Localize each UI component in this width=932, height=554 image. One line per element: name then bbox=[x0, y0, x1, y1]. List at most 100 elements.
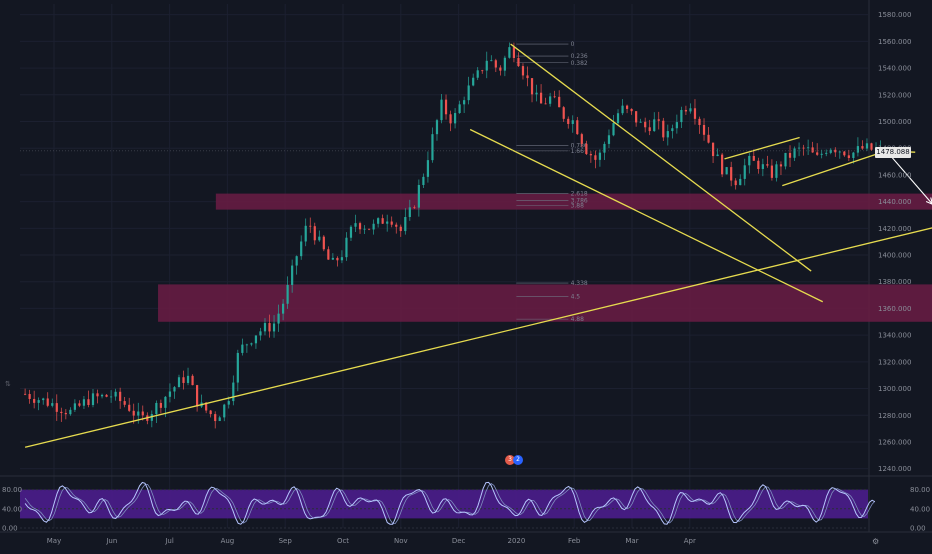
candle-body bbox=[499, 67, 502, 71]
candle-body bbox=[372, 223, 375, 230]
scroll-arrow-icon[interactable]: ⇅ bbox=[5, 380, 11, 388]
fib-label: 3.786 bbox=[571, 197, 588, 204]
candle-body bbox=[761, 164, 764, 169]
candle-body bbox=[272, 323, 276, 332]
candle-body bbox=[481, 70, 484, 72]
candle-body bbox=[128, 404, 131, 411]
price-axis[interactable]: 1580.000 1560.000 1540.000 1520.000 1500.000… bbox=[878, 11, 911, 473]
candle-body bbox=[417, 184, 420, 208]
candle-body bbox=[752, 155, 755, 161]
price-tick-label: 1240.000 bbox=[878, 465, 911, 473]
candle-body bbox=[186, 375, 190, 383]
candle-body bbox=[245, 344, 248, 346]
candle-body bbox=[223, 404, 226, 418]
candle-body bbox=[322, 236, 325, 250]
candle-body bbox=[567, 118, 570, 124]
candle-body bbox=[807, 147, 810, 149]
candle-body bbox=[589, 154, 592, 156]
candle-body bbox=[852, 152, 855, 158]
candle-body bbox=[757, 160, 760, 169]
trendlines[interactable] bbox=[20, 43, 932, 448]
candle-body bbox=[73, 403, 76, 410]
candle-body bbox=[404, 216, 407, 232]
candle-body bbox=[463, 100, 466, 105]
time-tick-label: Aug bbox=[221, 537, 235, 545]
candle-body bbox=[793, 148, 796, 158]
candle-body bbox=[195, 385, 199, 407]
candle-body bbox=[517, 57, 520, 67]
candle-body bbox=[349, 226, 353, 238]
price-tick-label: 1340.000 bbox=[878, 332, 911, 340]
candle-body bbox=[770, 165, 774, 178]
candle-body bbox=[358, 223, 362, 230]
candle-body bbox=[797, 147, 801, 149]
time-tick-label: Jun bbox=[105, 537, 117, 545]
candle-body bbox=[802, 147, 805, 149]
candle-body bbox=[381, 218, 384, 224]
candle-body bbox=[598, 152, 602, 160]
candle-body bbox=[603, 143, 606, 153]
candle-body bbox=[653, 119, 656, 132]
candle-body bbox=[46, 398, 49, 406]
price-tick-label: 1300.000 bbox=[878, 385, 911, 393]
candle-body bbox=[300, 241, 303, 257]
candle-body bbox=[530, 78, 534, 95]
candle-body bbox=[313, 226, 316, 241]
candle-body bbox=[268, 323, 271, 332]
candle-body bbox=[788, 152, 792, 158]
candle-body bbox=[549, 96, 552, 104]
candle-body bbox=[571, 120, 574, 124]
candle-body bbox=[820, 153, 823, 155]
candle-body bbox=[512, 47, 516, 58]
candle-body bbox=[119, 391, 122, 402]
price-tick-label: 1460.000 bbox=[878, 171, 911, 179]
candle-body bbox=[825, 152, 828, 154]
price-tick-label: 1380.000 bbox=[878, 278, 911, 286]
candle-body bbox=[408, 207, 411, 217]
candle-body bbox=[829, 149, 832, 153]
candle-body bbox=[232, 382, 235, 402]
candle-body bbox=[535, 92, 538, 95]
candle-body bbox=[214, 414, 217, 422]
trendline bbox=[510, 43, 812, 272]
event-badge-icon[interactable]: 2 bbox=[513, 455, 523, 465]
candle-body bbox=[422, 176, 425, 185]
candle-body bbox=[28, 394, 31, 399]
time-tick-label: Apr bbox=[684, 537, 696, 545]
candle-body bbox=[33, 398, 36, 403]
candle-body bbox=[870, 143, 873, 150]
trendline bbox=[469, 128, 824, 303]
candle-body bbox=[431, 134, 434, 161]
candle-body bbox=[177, 377, 181, 388]
candle-body bbox=[811, 147, 814, 153]
candle-body bbox=[553, 96, 556, 98]
candle-body bbox=[345, 237, 348, 258]
candle-body bbox=[585, 143, 588, 155]
oscillator-signal-line bbox=[24, 482, 876, 524]
candle-body bbox=[150, 414, 153, 421]
candle-body bbox=[671, 128, 674, 132]
candle-body bbox=[114, 391, 117, 397]
candle-body bbox=[784, 152, 787, 167]
candle-body bbox=[526, 75, 529, 79]
time-axis[interactable]: May Jun Jul Aug Sep Oct Nov Dec 2020 Feb Mar Apr bbox=[47, 537, 696, 545]
fib-label: 0.382 bbox=[571, 60, 588, 67]
settings-gear-icon[interactable]: ⚙ bbox=[872, 537, 880, 546]
candle-body bbox=[363, 228, 366, 230]
candle-body bbox=[60, 411, 63, 414]
candle-body bbox=[51, 403, 54, 406]
fib-label: 0.236 bbox=[571, 53, 588, 60]
last-price-label: 1478.088 bbox=[875, 147, 911, 158]
fib-label: 3.88 bbox=[571, 203, 585, 210]
event-badge-icon[interactable]: 3 bbox=[505, 455, 515, 465]
candle-body bbox=[693, 108, 697, 119]
time-tick-label: 2020 bbox=[507, 537, 525, 545]
trendline bbox=[724, 136, 800, 160]
candle-body bbox=[453, 113, 457, 124]
time-tick-label: Oct bbox=[337, 537, 349, 545]
candle-body bbox=[399, 226, 402, 232]
price-tick-label: 1420.000 bbox=[878, 225, 911, 233]
